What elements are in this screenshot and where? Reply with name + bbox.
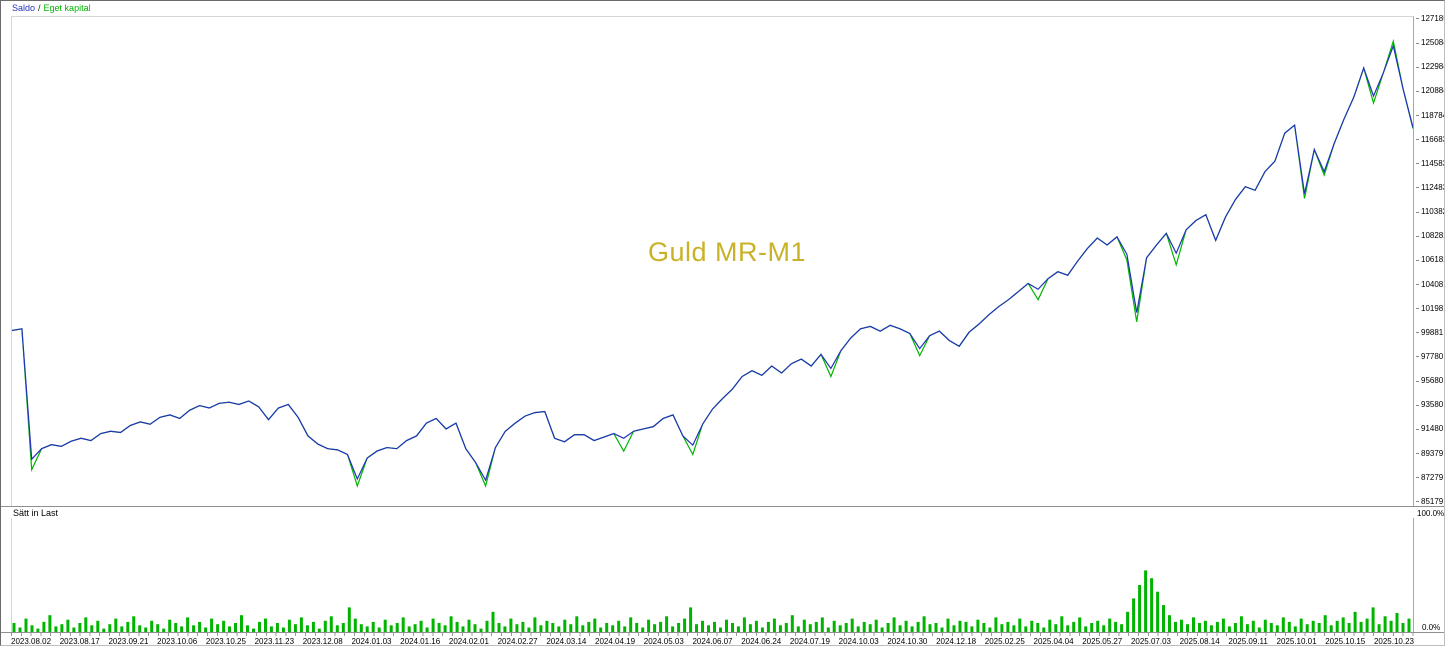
x-axis-label: 2024.02.27: [497, 637, 538, 646]
legend-balance-label: Saldo: [12, 3, 36, 13]
x-axis-label: 2025.10.01: [1276, 637, 1317, 646]
y-axis-label: 114583: [1416, 159, 1444, 168]
x-axis-label: 2024.10.03: [838, 637, 879, 646]
panel-divider: [1, 506, 1444, 507]
deposit-load-chart[interactable]: [11, 518, 1414, 632]
y-axis-label: 106182: [1416, 255, 1444, 264]
y-axis-label: 125084: [1416, 38, 1444, 47]
x-axis-ticks: [11, 633, 1414, 636]
legend-equity-label: Eget kapital: [43, 3, 91, 13]
x-axis-label: 2023.12.08: [302, 637, 343, 646]
x-axis-label: 2025.05.27: [1082, 637, 1123, 646]
y-axis-label: 89379: [1416, 449, 1444, 458]
legend-separator: /: [38, 3, 41, 13]
y-axis-label: 91480: [1416, 424, 1444, 433]
x-axis-line: [1, 632, 1444, 633]
x-axis: 2023.08.02 2023.08.17 2023.09.21 2023.10.06…: [11, 637, 1414, 646]
y-axis-label: 95680: [1416, 376, 1444, 385]
y-axis-label: 120884: [1416, 86, 1444, 95]
lower-panel-label: Sätt in Last: [13, 508, 59, 518]
y-axis-label: 122984: [1416, 62, 1444, 71]
y-axis-label: 112483: [1416, 183, 1444, 192]
y-axis-label: 101981: [1416, 304, 1444, 313]
balance-equity-chart-svg: [12, 17, 1413, 506]
y-axis-label: 118784: [1416, 111, 1444, 120]
x-axis-label: 2025.08.14: [1179, 637, 1220, 646]
chart-title: Guld MR-M1: [648, 237, 807, 267]
x-axis-label: 2024.01.03: [351, 637, 392, 646]
x-axis-label: 2025.10.15: [1325, 637, 1366, 646]
y-axis-label: 110382: [1416, 207, 1444, 216]
x-axis-label: 2024.06.07: [692, 637, 733, 646]
x-axis-label: 2025.02.25: [984, 637, 1025, 646]
x-axis-label: 2024.04.19: [595, 637, 636, 646]
y-axis-label: 93580: [1416, 400, 1444, 409]
x-axis-label: 2024.02.01: [448, 637, 489, 646]
y-axis: 127185 125084 122984 120884 118784 116683 1145…: [1416, 14, 1444, 506]
balance-equity-chart[interactable]: Guld MR-M1: [11, 16, 1414, 506]
x-axis-label: 2025.09.11: [1228, 637, 1268, 646]
x-axis-label: 2025.07.03: [1130, 637, 1171, 646]
y-axis-label: 97780: [1416, 352, 1444, 361]
y-axis-label: 85179: [1416, 497, 1444, 506]
deposit-load-bars-svg: [12, 570, 1411, 632]
x-axis-label: 2024.03.14: [546, 637, 587, 646]
y-axis-label: 99881: [1416, 328, 1444, 337]
x-axis-label: 2023.09.21: [108, 637, 149, 646]
x-axis-label: 2023.08.17: [59, 637, 100, 646]
x-axis-label: 2024.12.18: [936, 637, 977, 646]
x-axis-label: 2025.10.23: [1373, 637, 1414, 646]
x-axis-label: 2024.05.03: [643, 637, 684, 646]
x-axis-label: 2024.01.16: [400, 637, 441, 646]
x-axis-label: 2024.10.30: [887, 637, 928, 646]
deposit-load-max-label: 100.0%: [1417, 509, 1445, 518]
y-axis-label: 87279: [1416, 473, 1444, 482]
x-axis-label: 2023.11.23: [254, 637, 295, 646]
x-axis-label: 2023.10.06: [157, 637, 198, 646]
deposit-load-min-label: 0.0%: [1422, 623, 1441, 632]
legend: Saldo / Eget kapital: [12, 3, 91, 14]
x-axis-label: 2023.08.02: [11, 637, 52, 646]
x-axis-label: 2025.04.04: [1033, 637, 1074, 646]
y-axis-label: 116683: [1416, 135, 1444, 144]
x-axis-label: 2024.07.19: [789, 637, 830, 646]
y-axis-label: 127185: [1416, 14, 1444, 23]
y-axis-label: 108282: [1416, 231, 1444, 240]
x-axis-label: 2024.06.24: [741, 637, 782, 646]
x-axis-label: 2023.10.25: [205, 637, 246, 646]
